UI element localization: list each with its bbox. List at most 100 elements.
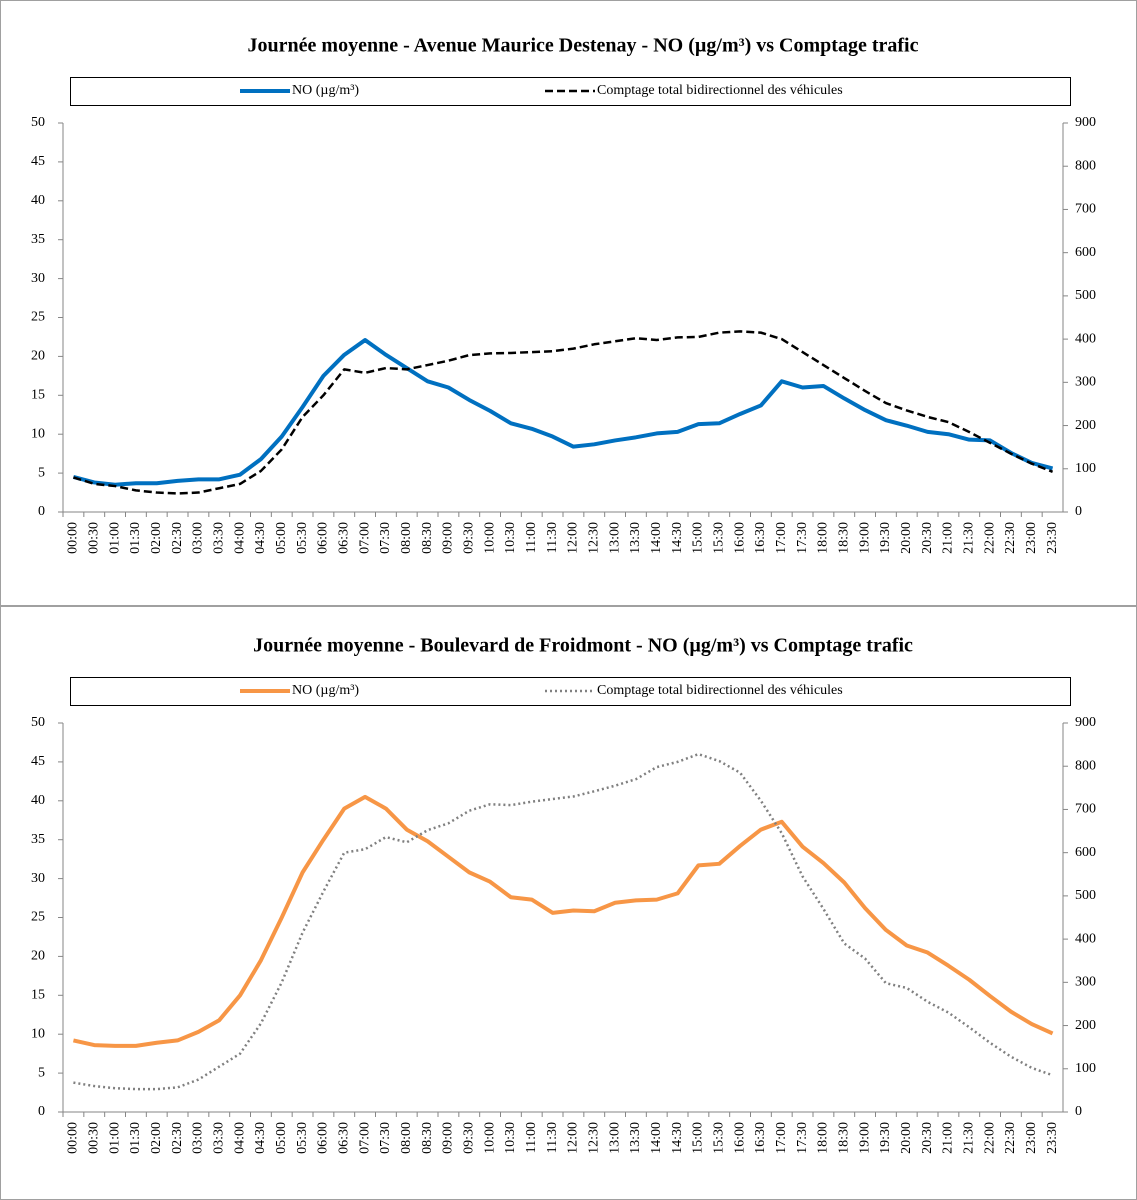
x-tick-label: 10:00 bbox=[482, 522, 497, 554]
y-tick-label: 30 bbox=[31, 871, 45, 886]
series-line bbox=[72, 794, 1054, 1048]
x-tick-label: 13:30 bbox=[628, 522, 643, 554]
x-tick-label: 17:30 bbox=[795, 522, 810, 554]
x-tick-label: 19:00 bbox=[857, 1122, 872, 1154]
x-tick-label: 07:00 bbox=[357, 522, 372, 554]
y2-tick-label: 300 bbox=[1075, 975, 1096, 990]
x-tick-label: 12:00 bbox=[566, 1122, 581, 1154]
x-tick-label: 10:30 bbox=[503, 1122, 518, 1154]
x-tick-label: 02:00 bbox=[149, 1122, 164, 1154]
x-tick-label: 21:00 bbox=[941, 1122, 956, 1154]
x-tick-label: 08:30 bbox=[420, 522, 435, 554]
chart-title: Journée moyenne - Boulevard de Froidmont… bbox=[253, 635, 913, 657]
x-tick-label: 23:00 bbox=[1024, 522, 1039, 554]
y-tick-label: 35 bbox=[31, 232, 45, 247]
y2-tick-label: 700 bbox=[1075, 202, 1096, 217]
y2-tick-label: 0 bbox=[1075, 504, 1082, 519]
x-tick-label: 18:00 bbox=[816, 522, 831, 554]
x-tick-label: 17:30 bbox=[795, 1122, 810, 1154]
x-tick-label: 16:00 bbox=[732, 1122, 747, 1154]
y-tick-label: 40 bbox=[31, 793, 45, 808]
x-tick-label: 09:00 bbox=[441, 1122, 456, 1154]
y2-tick-label: 400 bbox=[1075, 331, 1096, 346]
x-tick-label: 20:00 bbox=[899, 522, 914, 554]
y2-tick-label: 900 bbox=[1075, 715, 1096, 730]
x-tick-label: 14:00 bbox=[649, 522, 664, 554]
x-tick-label: 03:00 bbox=[191, 522, 206, 554]
legend-label: NO (µg/m³) bbox=[292, 683, 359, 698]
x-tick-label: 20:00 bbox=[899, 1122, 914, 1154]
x-tick-label: 00:30 bbox=[86, 522, 101, 554]
x-tick-label: 22:30 bbox=[1003, 522, 1018, 554]
y2-tick-label: 500 bbox=[1075, 888, 1096, 903]
x-tick-label: 03:30 bbox=[211, 1122, 226, 1154]
legend-label: Comptage total bidirectionnel des véhicu… bbox=[597, 83, 843, 98]
x-tick-label: 03:30 bbox=[211, 522, 226, 554]
x-tick-label: 08:00 bbox=[399, 522, 414, 554]
y-tick-label: 0 bbox=[38, 1104, 45, 1119]
x-tick-label: 12:00 bbox=[566, 522, 581, 554]
x-tick-label: 21:30 bbox=[961, 522, 976, 554]
y-tick-label: 10 bbox=[31, 1026, 45, 1041]
x-tick-label: 23:00 bbox=[1024, 1122, 1039, 1154]
x-tick-label: 23:30 bbox=[1045, 1122, 1060, 1154]
x-tick-label: 05:00 bbox=[274, 522, 289, 554]
x-tick-label: 14:30 bbox=[670, 1122, 685, 1154]
y2-tick-label: 0 bbox=[1075, 1104, 1082, 1119]
x-tick-label: 12:30 bbox=[586, 1122, 601, 1154]
x-tick-label: 18:30 bbox=[836, 522, 851, 554]
y2-tick-label: 600 bbox=[1075, 245, 1096, 260]
x-tick-label: 06:30 bbox=[336, 1122, 351, 1154]
x-tick-label: 01:00 bbox=[107, 1122, 122, 1154]
x-tick-label: 17:00 bbox=[774, 522, 789, 554]
legend-label: Comptage total bidirectionnel des véhicu… bbox=[597, 683, 843, 698]
x-tick-label: 11:30 bbox=[545, 522, 560, 553]
x-tick-label: 01:30 bbox=[128, 1122, 143, 1154]
x-tick-label: 00:00 bbox=[66, 522, 81, 554]
x-tick-label: 18:30 bbox=[836, 1122, 851, 1154]
y-tick-label: 15 bbox=[31, 988, 45, 1003]
y-tick-label: 30 bbox=[31, 271, 45, 286]
series-line bbox=[72, 338, 1054, 487]
x-tick-label: 17:00 bbox=[774, 1122, 789, 1154]
y2-tick-label: 200 bbox=[1075, 1018, 1096, 1033]
y-tick-label: 45 bbox=[31, 154, 45, 169]
x-tick-label: 07:30 bbox=[378, 522, 393, 554]
y2-tick-label: 100 bbox=[1075, 1061, 1096, 1076]
x-tick-label: 14:30 bbox=[670, 522, 685, 554]
y2-tick-label: 200 bbox=[1075, 418, 1096, 433]
series-line bbox=[73, 330, 1054, 495]
y-tick-label: 25 bbox=[31, 910, 45, 925]
x-tick-label: 19:30 bbox=[878, 522, 893, 554]
x-tick-label: 06:30 bbox=[336, 522, 351, 554]
x-tick-label: 08:30 bbox=[420, 1122, 435, 1154]
legend-label: NO (µg/m³) bbox=[292, 83, 359, 98]
x-tick-label: 22:00 bbox=[982, 522, 997, 554]
x-tick-label: 10:00 bbox=[482, 1122, 497, 1154]
y-tick-label: 50 bbox=[31, 715, 45, 730]
x-tick-label: 11:00 bbox=[524, 522, 539, 553]
x-tick-label: 11:30 bbox=[545, 1122, 560, 1153]
y2-tick-label: 900 bbox=[1075, 115, 1096, 130]
y-tick-label: 10 bbox=[31, 426, 45, 441]
x-tick-label: 11:00 bbox=[524, 1122, 539, 1153]
y-tick-label: 5 bbox=[38, 465, 45, 480]
y-tick-label: 0 bbox=[38, 504, 45, 519]
x-tick-label: 04:00 bbox=[232, 1122, 247, 1154]
x-tick-label: 19:30 bbox=[878, 1122, 893, 1154]
x-tick-label: 13:00 bbox=[607, 1122, 622, 1154]
x-tick-label: 13:30 bbox=[628, 1122, 643, 1154]
x-tick-label: 12:30 bbox=[586, 522, 601, 554]
y2-tick-label: 700 bbox=[1075, 802, 1096, 817]
y2-tick-label: 800 bbox=[1075, 158, 1096, 173]
x-tick-label: 09:00 bbox=[441, 522, 456, 554]
x-tick-label: 15:30 bbox=[711, 522, 726, 554]
x-tick-label: 07:30 bbox=[378, 1122, 393, 1154]
x-tick-label: 15:00 bbox=[691, 522, 706, 554]
x-tick-label: 02:00 bbox=[149, 522, 164, 554]
x-tick-label: 09:30 bbox=[461, 522, 476, 554]
x-tick-label: 07:00 bbox=[357, 1122, 372, 1154]
y-tick-label: 35 bbox=[31, 832, 45, 847]
y2-tick-label: 600 bbox=[1075, 845, 1096, 860]
